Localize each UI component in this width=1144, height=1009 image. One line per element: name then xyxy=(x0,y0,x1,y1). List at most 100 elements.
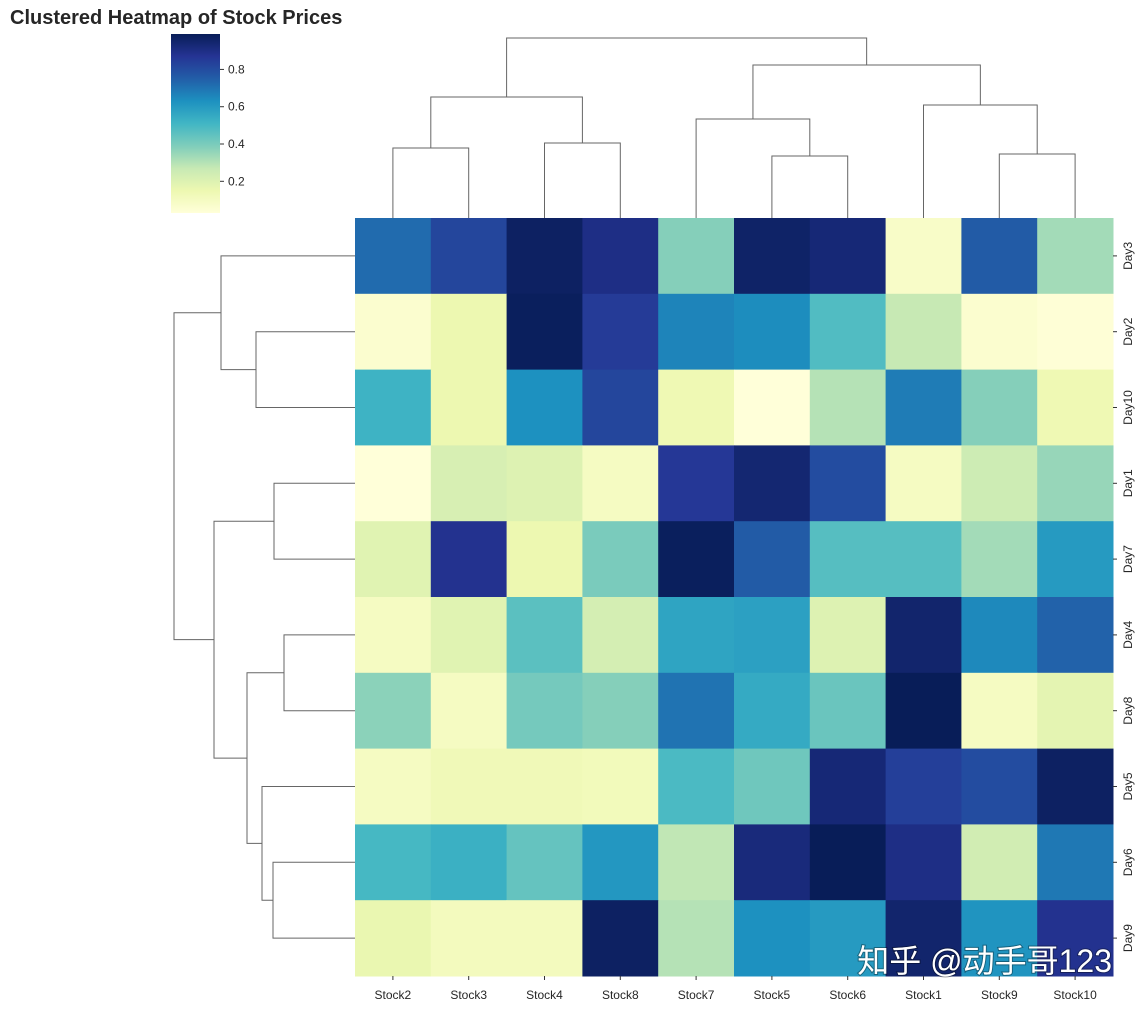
heatmap-cell xyxy=(961,293,1038,371)
heatmap-cell xyxy=(430,521,508,598)
heatmap-cell xyxy=(1037,293,1114,371)
heatmap-cell xyxy=(658,824,735,901)
x-tick-label: Stock3 xyxy=(450,988,487,1002)
colorbar-tick-label: 0.6 xyxy=(228,100,245,114)
heatmap-cell xyxy=(809,672,887,750)
heatmap-cell xyxy=(961,824,1038,901)
heatmap-cell xyxy=(961,597,1038,674)
heatmap-cell xyxy=(885,293,962,371)
heatmap-cell xyxy=(658,293,735,371)
x-tick-label: Stock6 xyxy=(829,988,866,1002)
heatmap-cell xyxy=(1037,672,1114,750)
heatmap-cell xyxy=(582,369,659,446)
heatmap-cell xyxy=(506,445,583,522)
heatmap-cell xyxy=(430,293,508,371)
heatmap-cell xyxy=(961,672,1038,750)
x-tick-label: Stock4 xyxy=(526,988,563,1002)
heatmap-cell xyxy=(1037,748,1114,825)
heatmap-cell xyxy=(734,218,811,295)
heatmap-cell xyxy=(582,824,659,901)
heatmap-cell xyxy=(582,218,659,295)
heatmap-cell xyxy=(430,748,508,825)
heatmap-cell xyxy=(582,672,659,750)
x-tick-label: Stock1 xyxy=(905,988,942,1002)
heatmap-cell xyxy=(506,293,583,371)
heatmap-cell xyxy=(658,748,735,825)
heatmap-cell xyxy=(809,218,887,295)
y-tick-label: Day2 xyxy=(1121,317,1135,345)
col-dendrogram-link xyxy=(430,96,583,148)
y-tick-label: Day9 xyxy=(1121,924,1135,952)
y-tick-label: Day8 xyxy=(1121,696,1135,724)
colorbar-tick-label: 0.4 xyxy=(228,137,245,151)
heatmap-cell xyxy=(658,218,735,295)
heatmap-cell xyxy=(658,445,735,522)
heatmap-cell xyxy=(809,521,887,598)
heatmap-cell xyxy=(430,672,508,750)
x-tick-label: Stock9 xyxy=(981,988,1018,1002)
heatmap-cell xyxy=(885,597,962,674)
x-tick-label: Stock2 xyxy=(375,988,412,1002)
heatmap-cell xyxy=(809,445,887,522)
heatmap-cell xyxy=(582,900,659,977)
x-tick-label: Stock5 xyxy=(754,988,791,1002)
heatmap-cell xyxy=(885,521,962,598)
heatmap-cell xyxy=(885,900,962,977)
heatmap-cell xyxy=(734,445,811,522)
heatmap-cell xyxy=(809,369,887,446)
heatmap-cell xyxy=(430,900,508,977)
heatmap-cell xyxy=(734,597,811,674)
heatmap-cell xyxy=(355,672,432,750)
y-tick-label: Day1 xyxy=(1121,469,1135,497)
colorbar xyxy=(171,34,220,213)
heatmap-cell xyxy=(430,597,508,674)
heatmap-cell xyxy=(1037,369,1114,446)
heatmap-cell xyxy=(506,369,583,446)
row-dendrogram-link xyxy=(283,634,355,712)
heatmap-cell xyxy=(961,748,1038,825)
watermark: 知乎 @动手哥123 xyxy=(857,943,1112,979)
heatmap-cell xyxy=(961,218,1038,295)
heatmap-cell xyxy=(734,900,811,977)
row-dendrogram-link xyxy=(255,331,355,408)
heatmap-cell xyxy=(582,597,659,674)
heatmap-cell xyxy=(885,445,962,522)
x-tick-label: Stock10 xyxy=(1053,988,1097,1002)
heatmap-cell xyxy=(885,218,962,295)
colorbar-tick-label: 0.2 xyxy=(228,174,245,188)
heatmap-cell xyxy=(1037,900,1114,977)
row-dendrogram-link xyxy=(213,520,274,759)
col-dendrogram-link xyxy=(506,37,868,97)
heatmap-cell xyxy=(961,900,1038,977)
heatmap-cell xyxy=(506,824,583,901)
col-dendrogram-link xyxy=(752,64,981,119)
y-tick-label: Day3 xyxy=(1121,242,1135,270)
heatmap-cell xyxy=(885,748,962,825)
colorbar-tick-label: 0.8 xyxy=(228,62,245,76)
heatmap-cell xyxy=(658,597,735,674)
heatmap-cell xyxy=(430,218,508,295)
heatmap-cell xyxy=(430,445,508,522)
chart-title: Clustered Heatmap of Stock Prices xyxy=(10,7,343,29)
heatmap-cell xyxy=(961,521,1038,598)
heatmap-cell xyxy=(582,293,659,371)
heatmap-cell xyxy=(809,597,887,674)
heatmap-cell xyxy=(582,521,659,598)
y-tick-label: Day5 xyxy=(1121,772,1135,800)
heatmap-cell xyxy=(355,218,432,295)
heatmap-cell xyxy=(430,369,508,446)
heatmap-cell xyxy=(885,369,962,446)
col-dendrogram-link xyxy=(544,142,621,218)
heatmap-cell xyxy=(430,824,508,901)
heatmap-cell xyxy=(734,521,811,598)
y-tick-label: Day10 xyxy=(1121,390,1135,425)
heatmap-cell xyxy=(658,672,735,750)
col-dendrogram-link xyxy=(771,155,849,218)
heatmap-cell xyxy=(734,748,811,825)
row-dendrogram-link xyxy=(272,861,355,939)
heatmap-cell xyxy=(809,293,887,371)
heatmap-cell xyxy=(1037,597,1114,674)
heatmap-cell xyxy=(809,900,887,977)
y-tick-label: Day6 xyxy=(1121,848,1135,876)
